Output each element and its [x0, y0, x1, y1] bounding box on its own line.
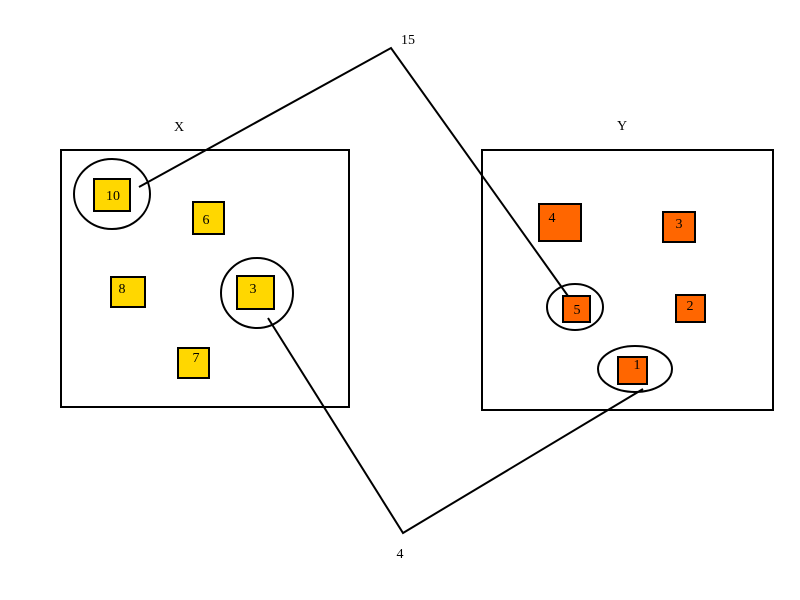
- set-y: Y 4 3 5 2 1: [481, 119, 774, 411]
- item-value: 2: [687, 299, 694, 314]
- set-x-item: 3: [220, 257, 294, 329]
- set-x-item: 6: [192, 201, 225, 235]
- connector-top-label: 15: [401, 33, 415, 48]
- item-box: [177, 347, 210, 379]
- selection-ring: [597, 345, 673, 393]
- item-box: [192, 201, 225, 235]
- set-x-item: 7: [177, 347, 210, 379]
- connector-top-line: [138, 46, 569, 297]
- set-y-item: 3: [662, 211, 696, 243]
- item-value: 3: [250, 282, 257, 297]
- selection-ring: [220, 257, 294, 329]
- set-y-item: 5: [546, 283, 604, 331]
- item-value: 5: [574, 303, 581, 318]
- item-value: 10: [106, 189, 120, 204]
- item-value: 4: [549, 211, 556, 226]
- set-y-label: Y: [617, 119, 627, 134]
- set-y-item: 2: [675, 294, 706, 323]
- set-x: X 10 6 8 3 7: [60, 120, 350, 408]
- item-value: 8: [119, 282, 126, 297]
- set-x-frame: [60, 149, 350, 408]
- set-x-label: X: [174, 120, 184, 135]
- set-y-frame: [481, 149, 774, 411]
- item-box: [236, 275, 275, 310]
- set-y-item: 1: [597, 345, 673, 393]
- item-box: [617, 356, 648, 385]
- selection-ring: [546, 283, 604, 331]
- item-box: [562, 295, 591, 323]
- set-y-item: 4: [538, 203, 582, 242]
- item-value: 1: [634, 358, 641, 373]
- item-value: 6: [203, 213, 210, 228]
- item-box: [662, 211, 696, 243]
- connector-bottom-line: [267, 317, 644, 535]
- item-value: 3: [676, 217, 683, 232]
- item-box: [93, 178, 131, 212]
- connector-bottom-label: 4: [397, 547, 404, 562]
- item-box: [675, 294, 706, 323]
- item-value: 7: [193, 351, 200, 366]
- selection-ring: [73, 158, 151, 230]
- set-x-item: 8: [110, 276, 146, 308]
- item-box: [110, 276, 146, 308]
- item-box: [538, 203, 582, 242]
- set-x-item: 10: [73, 158, 151, 230]
